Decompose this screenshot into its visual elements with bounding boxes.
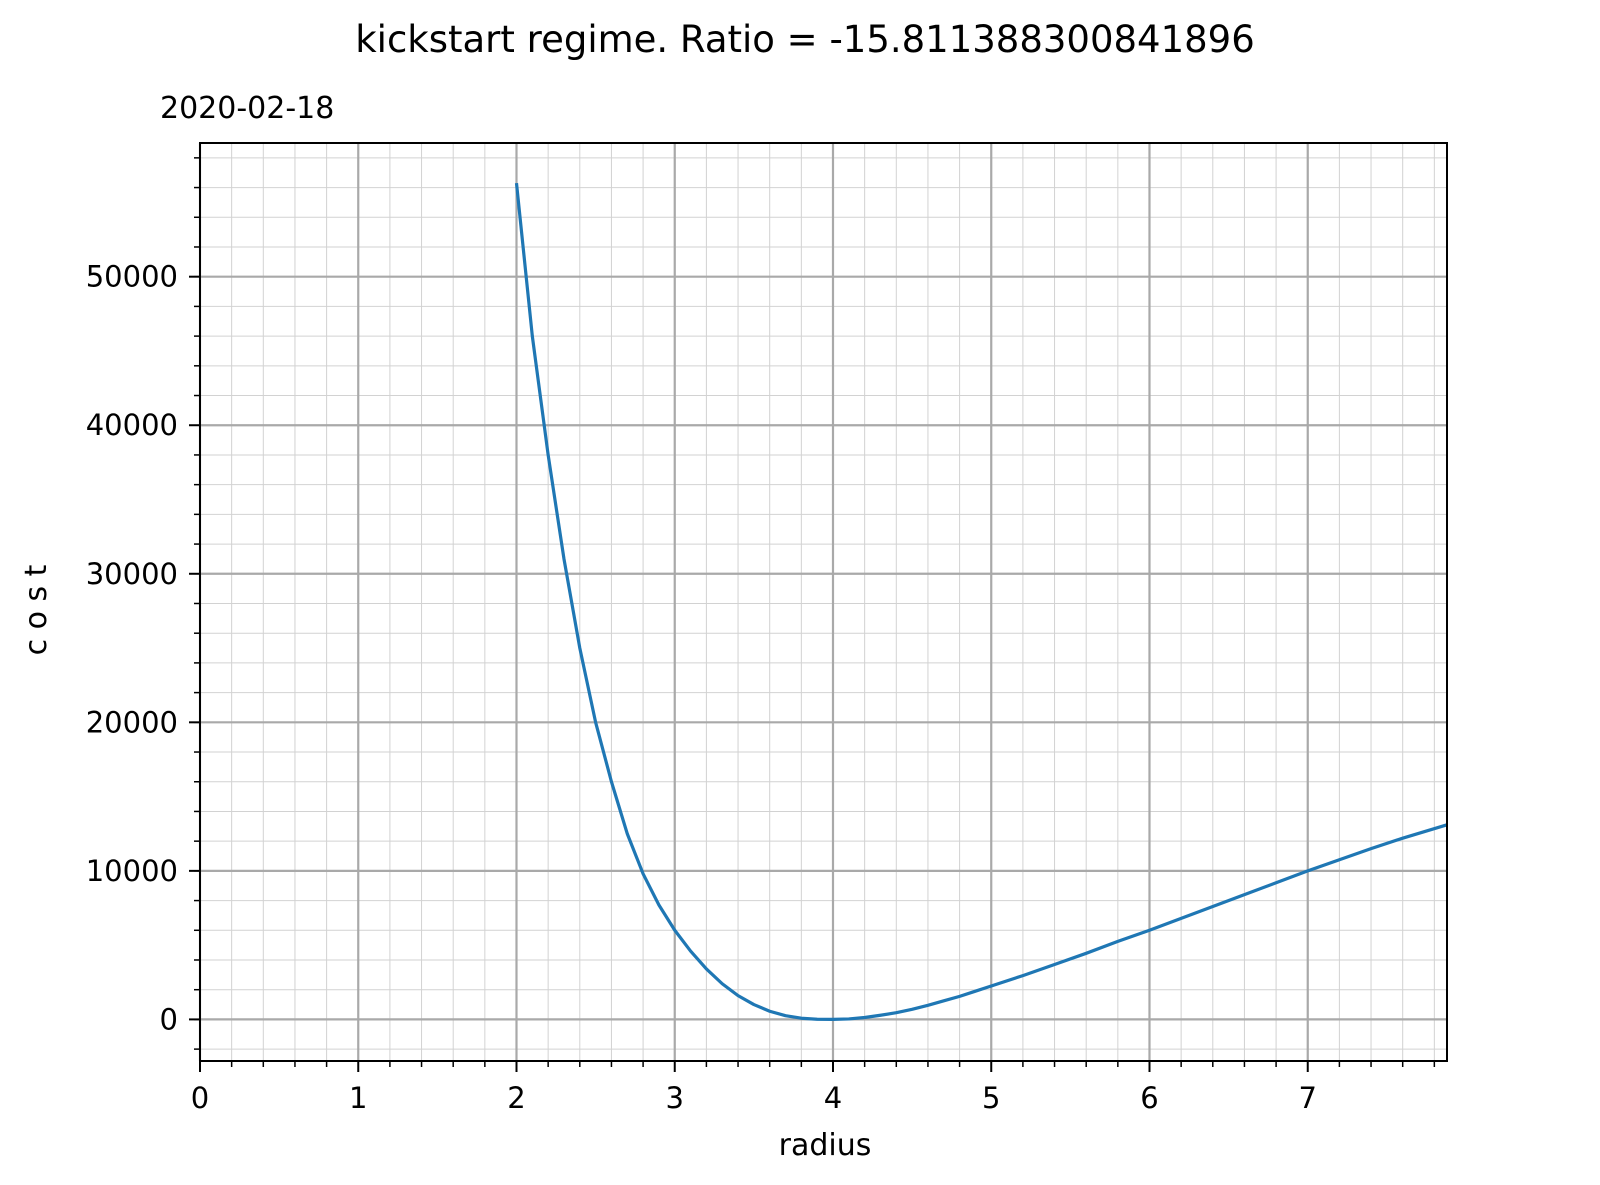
series-layer <box>514 182 1448 1022</box>
x-tick-label: 1 <box>349 1081 367 1115</box>
y-axis-label: c o s t <box>19 564 54 655</box>
x-tick-label: 3 <box>666 1081 684 1115</box>
series-line <box>514 182 1448 1022</box>
chart-subtitle: 2020-02-18 <box>160 91 334 126</box>
minor-grid <box>199 143 1447 1061</box>
y-tick-label: 40000 <box>86 408 178 442</box>
x-axis-ticks: 0 1 2 3 4 5 6 7 <box>191 1061 1436 1115</box>
x-tick-label: 5 <box>982 1081 1000 1115</box>
y-tick-label: 20000 <box>86 705 178 739</box>
x-axis-label: radius <box>779 1128 872 1163</box>
chart-title: kickstart regime. Ratio = -15.8113883008… <box>355 18 1255 61</box>
y-tick-label: 10000 <box>86 854 178 888</box>
major-grid <box>198 143 1447 1061</box>
y-tick-label: 30000 <box>86 557 178 591</box>
y-axis-ticks: 0 10000 20000 30000 40000 50000 <box>86 157 200 1050</box>
x-tick-label: 7 <box>1299 1081 1317 1115</box>
x-tick-label: 2 <box>507 1081 525 1115</box>
y-tick-label: 0 <box>160 1002 178 1036</box>
x-tick-label: 4 <box>824 1081 842 1115</box>
x-tick-label: 6 <box>1140 1081 1158 1115</box>
x-tick-label: 0 <box>191 1081 209 1115</box>
plot-frame <box>199 142 1448 1062</box>
y-tick-label: 50000 <box>86 260 178 294</box>
